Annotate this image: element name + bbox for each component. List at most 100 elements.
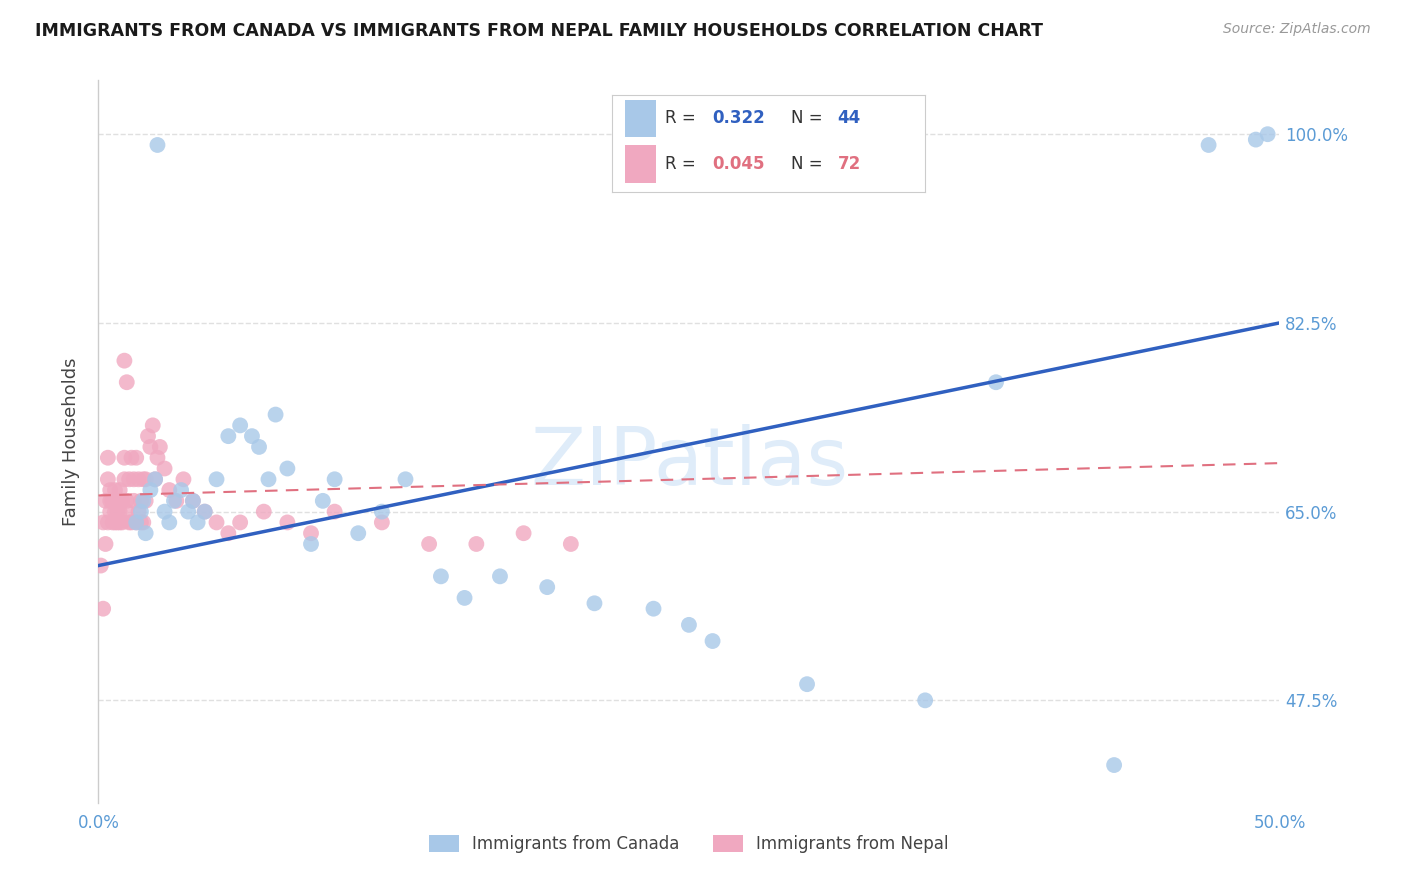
Point: [229, 418, 252, 433]
Point: [172, 472, 194, 486]
Point: [101, 493, 124, 508]
Point: [111, 493, 134, 508]
Point: [132, 516, 155, 530]
Point: [101, 493, 124, 508]
Point: [146, 450, 169, 465]
Point: [135, 526, 157, 541]
Text: Source: ZipAtlas.com: Source: ZipAtlas.com: [1223, 22, 1371, 37]
Point: [512, 526, 534, 541]
Point: [142, 418, 165, 433]
Point: [205, 472, 228, 486]
Point: [1198, 138, 1220, 153]
Point: [323, 505, 346, 519]
Point: [165, 493, 187, 508]
Point: [371, 516, 394, 530]
Point: [139, 440, 162, 454]
Point: [796, 677, 818, 691]
Point: [104, 505, 127, 519]
Point: [129, 505, 152, 519]
Point: [257, 472, 280, 486]
Point: [94, 493, 117, 508]
Point: [984, 376, 1007, 390]
Point: [139, 483, 162, 497]
Point: [115, 493, 138, 508]
Point: [91, 601, 114, 615]
Point: [1102, 758, 1125, 772]
Point: [115, 505, 138, 519]
Point: [118, 516, 141, 530]
Point: [97, 516, 120, 530]
Point: [98, 493, 121, 508]
Point: [371, 505, 394, 519]
Point: [128, 505, 150, 519]
Point: [132, 472, 155, 486]
Point: [132, 493, 155, 508]
Point: [121, 450, 143, 465]
Point: [489, 569, 512, 583]
Point: [153, 505, 176, 519]
Point: [453, 591, 475, 605]
Point: [111, 493, 134, 508]
Point: [347, 526, 370, 541]
Point: [299, 526, 322, 541]
Point: [128, 472, 150, 486]
Point: [105, 505, 128, 519]
Point: [101, 516, 124, 530]
Point: [247, 440, 270, 454]
Point: [181, 493, 204, 508]
Legend: Immigrants from Canada, Immigrants from Nepal: Immigrants from Canada, Immigrants from …: [422, 828, 956, 860]
Point: [112, 450, 135, 465]
Point: [323, 472, 346, 486]
Point: [112, 353, 135, 368]
Point: [430, 569, 453, 583]
Text: IMMIGRANTS FROM CANADA VS IMMIGRANTS FROM NEPAL FAMILY HOUSEHOLDS CORRELATION CH: IMMIGRANTS FROM CANADA VS IMMIGRANTS FRO…: [35, 22, 1043, 40]
Point: [1257, 127, 1279, 141]
Point: [125, 516, 148, 530]
Point: [678, 618, 700, 632]
Point: [276, 516, 298, 530]
Point: [105, 493, 128, 508]
Y-axis label: Family Households: Family Households: [62, 358, 80, 525]
Point: [702, 634, 724, 648]
Point: [465, 537, 488, 551]
Point: [108, 483, 131, 497]
Point: [97, 472, 120, 486]
Point: [111, 516, 134, 530]
Point: [91, 516, 114, 530]
Point: [118, 472, 141, 486]
Point: [125, 516, 148, 530]
Point: [583, 596, 606, 610]
Point: [157, 516, 180, 530]
Point: [149, 440, 172, 454]
Point: [143, 472, 166, 486]
Point: [105, 516, 128, 530]
Point: [129, 516, 152, 530]
Point: [643, 601, 665, 615]
Point: [299, 537, 322, 551]
Point: [536, 580, 558, 594]
Point: [121, 516, 143, 530]
Point: [253, 505, 276, 519]
Point: [264, 408, 287, 422]
Point: [163, 493, 186, 508]
Point: [90, 558, 112, 573]
Point: [122, 472, 145, 486]
Point: [205, 516, 228, 530]
Point: [394, 472, 416, 486]
Point: [129, 493, 152, 508]
Point: [112, 472, 135, 486]
Text: ZIPatlas: ZIPatlas: [530, 425, 848, 502]
Point: [240, 429, 263, 443]
Point: [115, 376, 138, 390]
Point: [170, 483, 193, 497]
Point: [94, 537, 117, 551]
Point: [217, 429, 239, 443]
Point: [177, 505, 200, 519]
Point: [98, 483, 121, 497]
Point: [104, 483, 127, 497]
Point: [153, 461, 176, 475]
Point: [229, 516, 252, 530]
Point: [157, 483, 180, 497]
Point: [146, 138, 169, 153]
Point: [104, 516, 127, 530]
